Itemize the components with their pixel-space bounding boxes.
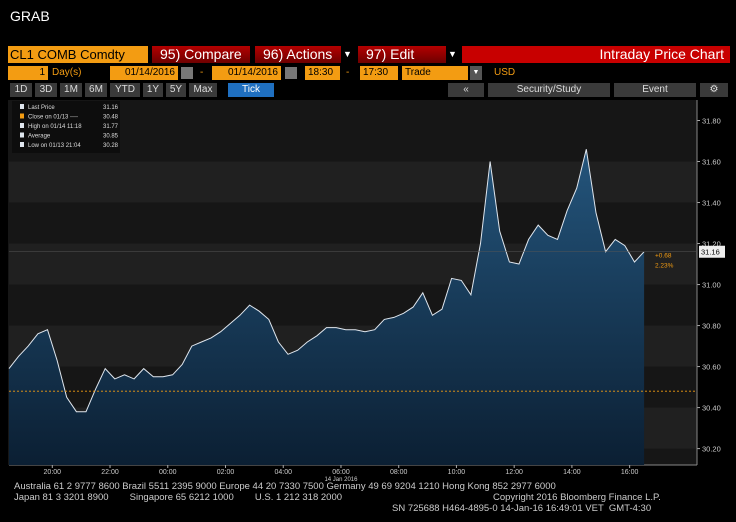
y-tick-label: 31.80 xyxy=(702,117,721,126)
start-date-input[interactable]: 01/14/2016 xyxy=(110,66,178,80)
y-tick-label: 31.00 xyxy=(702,281,721,290)
dropdown-icon: ▼ xyxy=(448,49,457,59)
x-tick-label: 14:00 xyxy=(563,469,581,476)
legend-label: Average xyxy=(28,134,51,140)
event-select[interactable]: Trade xyxy=(402,66,468,80)
footer-contacts: Australia 61 2 9777 8600 Brazil 5511 239… xyxy=(14,481,556,492)
settings-button[interactable]: ⚙ xyxy=(700,83,728,97)
x-tick-label: 12:00 xyxy=(505,469,523,476)
y-tick-label: 31.20 xyxy=(702,240,721,249)
price-area xyxy=(9,149,645,465)
study-button[interactable]: Security/Study xyxy=(488,83,610,97)
x-tick-label: 06:00 xyxy=(332,469,350,476)
x-tick-label: 16:00 xyxy=(621,469,639,476)
range-button[interactable]: 1Y xyxy=(143,83,163,97)
x-tick-label: 02:00 xyxy=(217,469,235,476)
x-tick-label: 04:00 xyxy=(274,469,292,476)
legend-swatch xyxy=(20,113,24,119)
currency-label: USD xyxy=(494,67,516,78)
separator: - xyxy=(346,67,350,78)
legend-value: 30.48 xyxy=(103,115,119,121)
date-label: 14 Jan 2016 xyxy=(324,477,358,483)
y-tick-label: 31.40 xyxy=(702,199,721,208)
legend-swatch xyxy=(20,123,24,128)
range-button[interactable]: 6M xyxy=(85,83,107,97)
legend-label: Close on 01/13 ---- xyxy=(28,115,78,121)
legend-box xyxy=(12,101,120,153)
legend-swatch xyxy=(20,104,24,109)
end-time-input[interactable]: 17:30 xyxy=(360,66,398,80)
back-button[interactable]: « xyxy=(448,83,484,97)
range-button[interactable]: 3D xyxy=(35,83,57,97)
range-button[interactable]: 1D xyxy=(10,83,32,97)
legend-swatch xyxy=(20,142,24,147)
compare-button[interactable]: 95) Compare xyxy=(152,46,250,63)
event-label: Event xyxy=(642,84,668,95)
range-button[interactable]: Tick xyxy=(228,83,274,97)
footer-contacts: Japan 81 3 3201 8900 Singapore 65 6212 1… xyxy=(14,492,343,503)
last-price-label: 31.16 xyxy=(701,248,720,257)
separator: - xyxy=(200,67,204,78)
change-pct-label: 2.23% xyxy=(655,263,674,270)
y-tick-label: 30.20 xyxy=(702,445,721,454)
range-button[interactable]: YTD xyxy=(110,83,140,97)
range-button[interactable]: Max xyxy=(189,83,217,97)
y-tick-label: 30.80 xyxy=(702,322,721,331)
x-tick-label: 08:00 xyxy=(390,469,408,476)
start-time-input[interactable]: 18:30 xyxy=(305,66,340,80)
x-tick-label: 10:00 xyxy=(448,469,466,476)
ticker-field[interactable]: CL1 COMB Comdty xyxy=(8,46,148,63)
edit-button[interactable]: 97) Edit xyxy=(358,46,446,63)
x-tick-label: 20:00 xyxy=(44,469,62,476)
window-title: GRAB xyxy=(10,8,50,24)
legend-value: 30.28 xyxy=(103,143,119,149)
legend-swatch xyxy=(20,132,24,138)
period-unit: Day(s) xyxy=(52,67,82,78)
end-date-input[interactable]: 01/14/2016 xyxy=(212,66,281,80)
y-tick-label: 30.60 xyxy=(702,363,721,372)
legend-value: 31.16 xyxy=(103,105,119,111)
dropdown-icon: ▼ xyxy=(343,49,352,59)
calendar-icon[interactable] xyxy=(181,67,193,79)
footer-copyright: Copyright 2016 Bloomberg Finance L.P. xyxy=(493,492,661,503)
legend-label: Last Price xyxy=(28,105,55,111)
calendar-icon[interactable] xyxy=(285,67,297,79)
event-button[interactable]: Event xyxy=(614,83,696,97)
legend-label: High on 01/14 11:18 xyxy=(28,124,82,130)
x-tick-label: 22:00 xyxy=(101,469,119,476)
y-tick-label: 30.40 xyxy=(702,404,721,413)
legend-value: 30.85 xyxy=(103,134,119,140)
legend-label: Low on 01/13 21:04 xyxy=(28,143,81,149)
period-input[interactable]: 1 xyxy=(8,66,48,80)
legend-value: 31.77 xyxy=(103,124,119,130)
x-tick-label: 00:00 xyxy=(159,469,177,476)
y-tick-label: 31.60 xyxy=(702,158,721,167)
last-price-box xyxy=(699,245,725,258)
range-button[interactable]: 1M xyxy=(60,83,82,97)
page-title: Intraday Price Chart xyxy=(462,46,730,63)
study-label: Security/Study xyxy=(516,84,582,95)
dropdown-icon[interactable]: ▼ xyxy=(470,66,482,80)
range-button[interactable]: 5Y xyxy=(166,83,186,97)
change-label: +0.68 xyxy=(655,253,672,260)
footer-session: SN 725688 H464-4895-0 14-Jan-16 16:49:01… xyxy=(392,503,652,514)
actions-button[interactable]: 96) Actions xyxy=(255,46,341,63)
price-line xyxy=(8,149,645,413)
